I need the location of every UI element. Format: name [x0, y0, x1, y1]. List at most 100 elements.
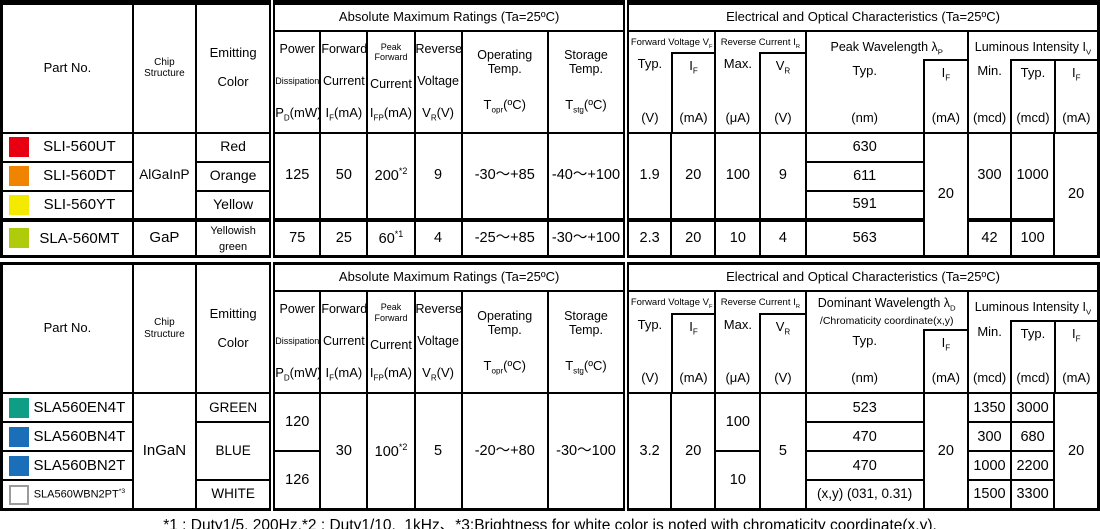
- ifp-value-cell: 60*1: [366, 217, 416, 258]
- pd-value-cell: 120: [269, 392, 322, 453]
- li-if-value-cell: 20: [1053, 392, 1100, 511]
- ifp-value-cell: 200*2: [366, 131, 416, 221]
- ifp-symbol: IFP(mA): [369, 365, 413, 384]
- ir-vr-value-cell: 4: [759, 217, 807, 258]
- color-swatch-blue: [9, 455, 29, 476]
- emitting-color-cell: GREEN: [194, 392, 274, 424]
- li-typ-subheader: Typ. (mcd): [1010, 319, 1054, 392]
- wavelength-value-cell: (x,y) (031, 0.31): [804, 479, 925, 511]
- wavelength-value-cell: 611: [804, 160, 925, 192]
- topr-value-cell: -30〜+85: [460, 131, 549, 221]
- wl-typ-subheader: Typ. (nm): [851, 62, 879, 125]
- wavelength-value-cell: 523: [804, 392, 925, 424]
- part-no-cell: SLA-560MT: [0, 217, 134, 258]
- ir-max-value-cell: 100: [714, 131, 762, 221]
- spec-table-bottom: Part No. Chip Structure Emitting Color Ab…: [0, 261, 1100, 511]
- ir-max-value-cell: 100: [714, 392, 762, 453]
- li-min-value-cell: 300: [966, 131, 1013, 221]
- li-min-value-cell: 1350: [966, 392, 1013, 424]
- emitting-color-header: Emitting Color: [194, 262, 274, 395]
- part-no-header: Part No.: [0, 262, 134, 395]
- emitting-color-cell: Yellow: [194, 189, 274, 221]
- wavelength-value-cell: 470: [804, 421, 925, 453]
- ir-max-value-cell: 10: [714, 450, 762, 511]
- li-typ-value-cell: 100: [1010, 217, 1056, 258]
- table-row: SLA560BN2T 126 10 470 1000 2200: [0, 450, 1099, 511]
- ir-vr-subheader: VR (V): [759, 52, 804, 131]
- part-no-cell: SLI-560DT: [0, 160, 134, 192]
- vf-if-value-cell: 20: [670, 217, 717, 258]
- emitting-color-cell: Yellowish green: [194, 217, 274, 258]
- luminous-intensity-group: Luminous Intensity IV Min. (mcd) Typ. (mcd…: [966, 29, 1100, 134]
- amr-title: Absolute Maximum Ratings (Ta=25ºC): [269, 1, 628, 32]
- vf-typ-value-cell: 2.3: [623, 217, 673, 258]
- chip-structure-header: Chip Structure: [131, 1, 198, 134]
- topr-symbol: Topr(ºC): [483, 97, 526, 115]
- footnote: *1 : Duty1/5, 200Hz,*2 : Duty1/10, 1kHz、…: [163, 516, 937, 529]
- ifp-value-cell: 100*2: [366, 392, 416, 511]
- vr-symbol: VR(V): [422, 365, 454, 384]
- emitting-color-header: Emitting Color: [194, 1, 274, 134]
- part-no-cell: SLA560BN2T: [0, 450, 134, 482]
- color-swatch-green: [9, 397, 29, 418]
- li-typ-value-cell: 1000: [1010, 131, 1056, 221]
- reverse-voltage-header: Reverse Voltage VR(V): [413, 29, 463, 134]
- if-value-cell: 30: [319, 392, 369, 511]
- wavelength-value-cell: 591: [804, 189, 925, 221]
- if-value-cell: 50: [319, 131, 369, 221]
- li-min-value-cell: 1500: [966, 479, 1013, 511]
- forward-current-header: Forward Current IF(mA): [319, 29, 369, 134]
- storage-temp-header: Storage Temp. Tstg(ºC): [546, 290, 628, 395]
- pd-symbol: PD(mW): [275, 365, 321, 384]
- vf-if-subheader: IF (mA): [670, 313, 714, 392]
- table-row: SLA-560MT GaP Yellowish green 75 25 60*1…: [0, 217, 1099, 258]
- li-typ-value-cell: 3300: [1010, 479, 1056, 511]
- chip-structure-cell: GaP: [131, 217, 198, 258]
- color-swatch-yellow: [9, 194, 29, 215]
- li-min-subheader: Min. (mcd): [972, 62, 1007, 125]
- table-row: SLI-560UT AlGaInP Red 125 50 200*2 9 -30…: [0, 131, 1100, 258]
- operating-temp-header: Operating Temp. Topr(ºC): [460, 290, 549, 395]
- pd-value-cell: 126: [269, 450, 322, 511]
- chip-structure-cell: AlGaInP: [131, 131, 198, 221]
- li-if-subheader: IF (mA): [1053, 319, 1097, 392]
- table-row: SLA560BN4T BLUE 470 300 680: [0, 421, 1099, 482]
- li-if-value-cell: 20: [1053, 131, 1100, 258]
- if-symbol: IF(mA): [325, 365, 363, 384]
- topr-symbol: Topr(ºC): [483, 357, 526, 376]
- wl-if-subheader: IF (mA): [922, 58, 966, 131]
- part-no-cell: SLI-560UT: [0, 131, 134, 163]
- power-dissipation-header: Power Dissipation PD(mW): [269, 290, 322, 395]
- ir-max-subheader: Max. (μA): [723, 56, 752, 125]
- vf-typ-subheader: Typ. (V): [637, 317, 663, 386]
- vr-value-cell: 5: [413, 392, 463, 511]
- emitting-color-cell: Orange: [194, 160, 274, 192]
- operating-temp-header: Operating Temp. Topr(ºC): [460, 29, 549, 134]
- color-swatch-white: [9, 484, 29, 505]
- li-min-subheader: Min. (mcd): [972, 323, 1007, 386]
- eoc-title: Electrical and Optical Characteristics (…: [623, 262, 1100, 293]
- tstg-symbol: Tstg(ºC): [565, 357, 607, 376]
- spec-table-top: Part No. Chip Structure Emitting Color Ab…: [0, 0, 1100, 258]
- vf-if-value-cell: 20: [670, 131, 717, 221]
- wavelength-value-cell: 563: [804, 217, 925, 258]
- chip-structure-header: Chip Structure: [131, 262, 198, 395]
- amr-title: Absolute Maximum Ratings (Ta=25ºC): [269, 262, 628, 293]
- luminous-intensity-group: Luminous Intensity IV Min. (mcd) Typ. (mcd…: [966, 290, 1100, 395]
- li-if-subheader: IF (mA): [1053, 58, 1097, 131]
- wl-if-value-cell: 20: [922, 131, 969, 258]
- li-typ-value-cell: 2200: [1010, 450, 1056, 482]
- reverse-current-group: Reverse Current IR Max. (μA) VR (V): [714, 29, 807, 134]
- peak-wavelength-group: Peak Wavelength λP Typ. (nm) IF (mA): [804, 29, 969, 134]
- forward-voltage-group: Forward Voltage VF Typ. (V) IF (mA): [623, 290, 717, 395]
- dominant-wavelength-group: Dominant Wavelength λD/Chromaticity coor…: [804, 290, 969, 395]
- part-no-cell: SLA560EN4T: [0, 392, 134, 424]
- li-typ-value-cell: 3000: [1010, 392, 1056, 424]
- pd-symbol: PD(mW): [275, 104, 321, 123]
- color-swatch-yellowish-green: [9, 228, 29, 249]
- reverse-voltage-header: Reverse Voltage VR(V): [413, 290, 463, 395]
- pd-value-cell: 125: [269, 131, 322, 221]
- vr-value-cell: 9: [413, 131, 463, 221]
- wavelength-value-cell: 630: [804, 131, 925, 163]
